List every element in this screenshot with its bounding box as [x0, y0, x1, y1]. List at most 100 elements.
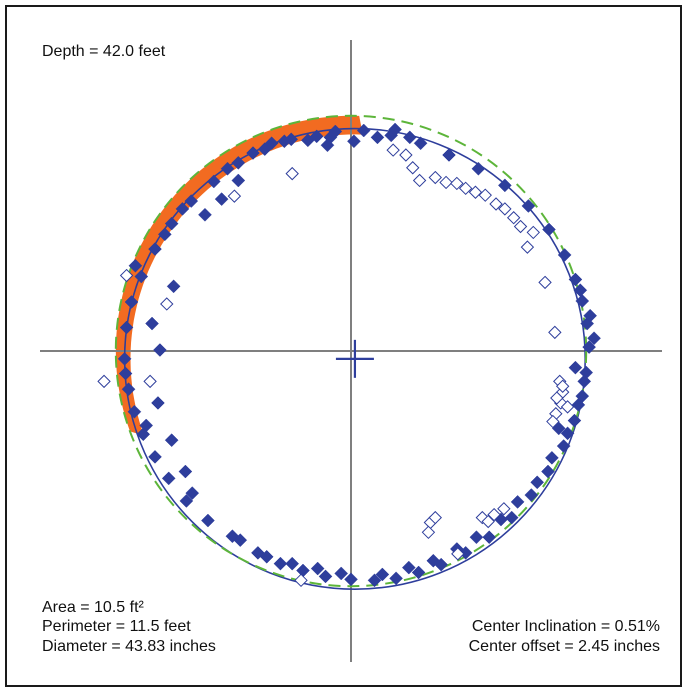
data-point-open — [439, 175, 453, 190]
data-point-filled — [264, 136, 279, 151]
data-point-open — [428, 510, 442, 525]
data-point-filled — [119, 320, 134, 335]
data-point-open — [399, 148, 413, 162]
data-point-open — [560, 400, 575, 414]
data-point-filled — [402, 130, 417, 145]
data-point-filled — [296, 563, 310, 578]
data-point-filled — [201, 513, 215, 528]
data-point-open — [458, 181, 473, 196]
data-point-open — [468, 185, 483, 199]
data-point-filled — [164, 216, 179, 231]
data-point-open — [412, 173, 427, 188]
data-point-open — [548, 325, 562, 340]
data-point-filled — [560, 426, 575, 441]
data-point-open — [526, 225, 540, 240]
data-point-filled — [411, 565, 426, 580]
data-point-filled — [124, 295, 139, 309]
data-point-filled — [134, 269, 149, 284]
data-point-open — [513, 219, 528, 234]
data-point-open — [487, 507, 501, 522]
data-point-filled — [161, 471, 176, 486]
data-point-filled — [568, 272, 583, 287]
data-point-filled — [166, 279, 181, 294]
center-mark-layer — [335, 339, 374, 378]
data-point-filled — [577, 374, 592, 389]
data-point-open — [555, 379, 570, 393]
diameter-label: Diameter = 43.83 inches — [42, 638, 216, 655]
data-point-filled — [117, 351, 132, 366]
data-point-filled — [504, 510, 519, 525]
data-point-filled — [401, 560, 416, 575]
data-point-filled — [310, 561, 325, 576]
data-point-open — [421, 525, 436, 540]
data-point-filled — [178, 464, 193, 479]
data-point-filled — [370, 130, 385, 145]
data-point-filled — [151, 396, 165, 410]
data-point-filled — [273, 556, 288, 571]
data-point-filled — [164, 433, 179, 448]
data-point-filled — [375, 567, 390, 582]
data-point-filled — [388, 122, 402, 137]
data-point-filled — [198, 207, 212, 222]
data-point-filled — [127, 404, 142, 419]
data-point-filled — [259, 549, 274, 564]
data-point-filled — [344, 572, 358, 587]
data-point-filled — [157, 227, 172, 242]
data-point-filled — [469, 530, 484, 545]
data-point-filled — [571, 398, 586, 412]
data-point-filled — [568, 360, 583, 375]
points-layer — [97, 122, 601, 588]
data-point-open — [143, 374, 157, 389]
data-point-filled — [121, 382, 136, 397]
data-point-filled — [510, 495, 525, 509]
data-point-open — [506, 211, 521, 225]
data-point-filled — [118, 366, 133, 381]
data-point-filled — [442, 148, 456, 162]
data-point-filled — [557, 248, 572, 262]
data-point-filled — [498, 178, 512, 193]
data-point-open — [546, 414, 560, 429]
data-point-filled — [179, 494, 194, 508]
data-point-filled — [545, 450, 559, 465]
data-point-open — [406, 161, 420, 175]
deviation-fill-layer — [115, 115, 363, 436]
data-point-filled — [148, 242, 162, 256]
data-point-open — [550, 391, 564, 405]
data-point-open — [450, 176, 464, 191]
data-point-open — [97, 374, 111, 389]
data-point-open — [227, 189, 242, 203]
data-point-filled — [573, 283, 588, 298]
data-point-open — [498, 202, 512, 216]
data-point-open — [489, 197, 503, 211]
data-point-filled — [582, 340, 596, 354]
data-point-filled — [530, 475, 545, 490]
data-point-filled — [277, 134, 292, 149]
data-point-filled — [556, 439, 571, 453]
data-point-open — [285, 166, 299, 181]
data-point-filled — [206, 174, 221, 189]
data-point-filled — [323, 130, 338, 145]
data-point-filled — [347, 134, 361, 149]
data-point-filled — [301, 133, 315, 148]
data-point-filled — [334, 566, 349, 581]
data-point-filled — [541, 464, 555, 479]
data-point-open — [119, 268, 134, 283]
data-point-open — [497, 502, 511, 516]
data-point-filled — [145, 316, 159, 331]
data-point-filled — [318, 569, 333, 584]
data-point-filled — [153, 343, 167, 357]
data-point-filled — [285, 556, 300, 571]
data-point-filled — [184, 194, 199, 208]
data-point-filled — [148, 449, 162, 464]
axes-layer — [40, 40, 662, 662]
depth-label: Depth = 42.0 feet — [42, 43, 166, 60]
data-point-filled — [567, 413, 582, 428]
data-point-filled — [587, 331, 601, 346]
data-point-open — [428, 170, 442, 185]
data-point-filled — [214, 192, 229, 206]
design-circle — [114, 114, 588, 588]
data-point-filled — [482, 530, 497, 545]
data-point-filled — [471, 161, 486, 176]
data-point-filled — [389, 571, 403, 586]
